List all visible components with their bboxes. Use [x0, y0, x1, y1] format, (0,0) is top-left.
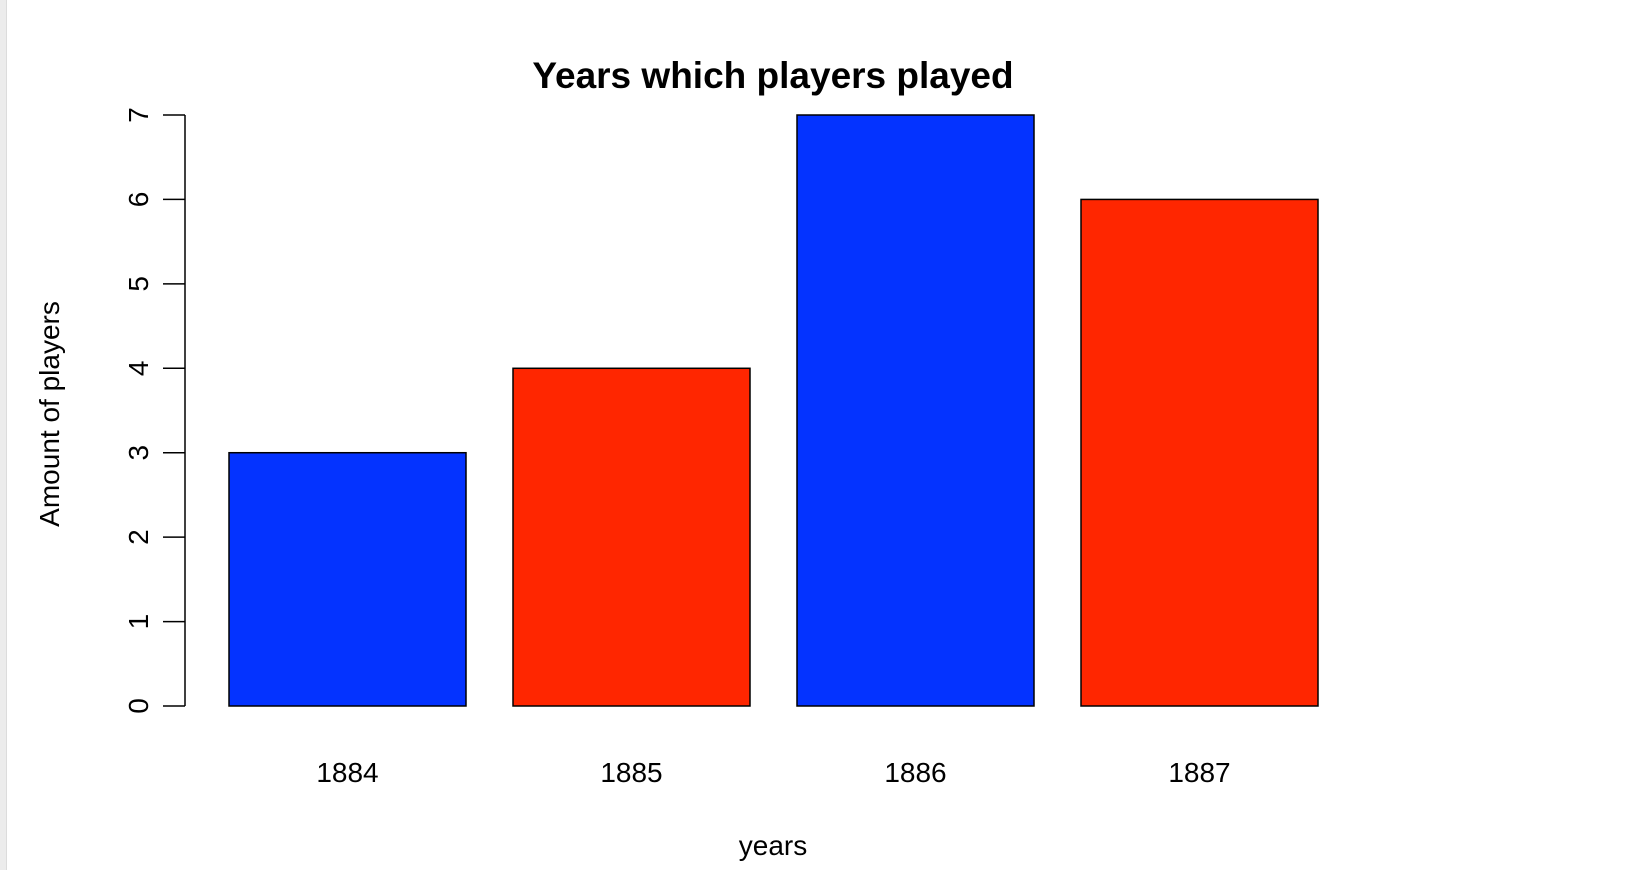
y-tick-label: 1 [123, 614, 154, 630]
x-tick-label: 1885 [600, 757, 662, 788]
y-tick-label: 6 [123, 192, 154, 208]
y-tick-label: 2 [123, 529, 154, 545]
y-tick-label: 0 [123, 698, 154, 714]
window-edge [0, 0, 7, 870]
x-tick-label: 1886 [884, 757, 946, 788]
bar-1885 [512, 367, 751, 707]
y-tick-label: 4 [123, 360, 154, 376]
x-axis-label: years [739, 830, 807, 861]
y-tick-label: 7 [123, 107, 154, 123]
chart-title: Years which players played [532, 55, 1013, 96]
x-tick-labels: 1884 1885 1886 1887 [316, 757, 1230, 788]
y-axis-label: Amount of players [34, 301, 65, 527]
bar-1884 [228, 451, 467, 707]
bars-group [228, 114, 1319, 707]
y-axis: 0 1 2 3 4 5 6 7 [123, 107, 186, 714]
x-tick-label: 1887 [1168, 757, 1230, 788]
bar-1887 [1080, 198, 1319, 707]
x-tick-label: 1884 [316, 757, 378, 788]
bar-1886 [796, 114, 1035, 707]
y-tick-label: 5 [123, 276, 154, 292]
y-tick-label: 3 [123, 445, 154, 461]
